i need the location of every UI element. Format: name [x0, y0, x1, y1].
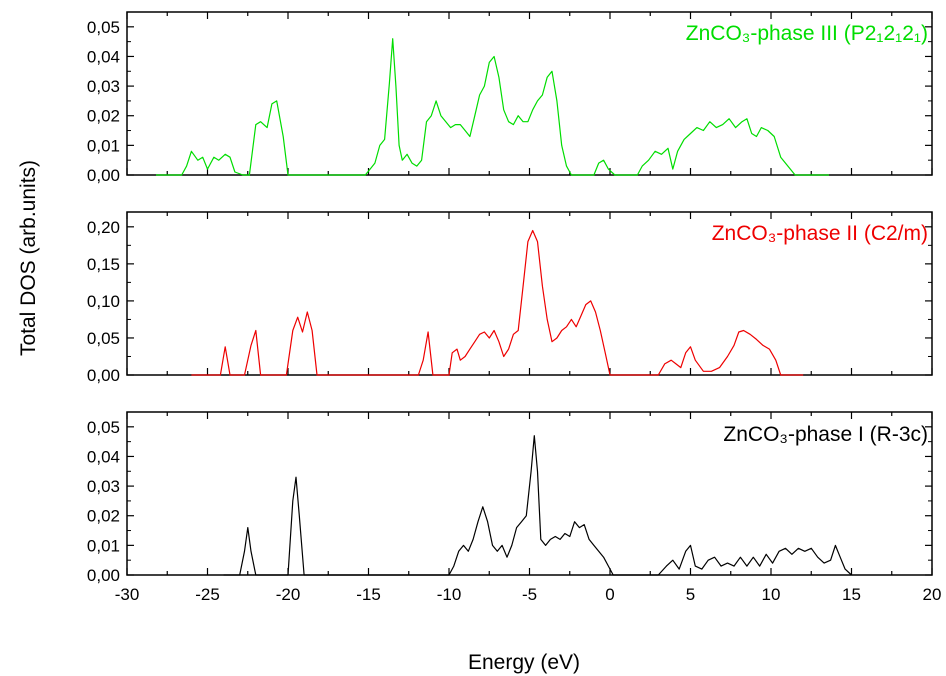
y-tick-label: 0,20 — [87, 218, 120, 237]
dos-series-line — [223, 435, 852, 576]
x-tick-label: 20 — [923, 585, 942, 604]
panel-phase-i: -30 -25 -20 -15 -10 -5 0 5 10 15 20 0,00 0,01 0,02 0,0… — [87, 411, 942, 604]
y-tick-label: 0,02 — [87, 107, 120, 126]
x-axis-title: Energy (eV) — [468, 651, 580, 674]
y-tick-label: 0,15 — [87, 255, 120, 274]
y-tick-label: 0,02 — [87, 507, 120, 526]
panel-phase-ii: 0,00 0,05 0,10 0,15 0,20 ZnCO₃-phase II (C2/m… — [87, 211, 933, 385]
y-tick-label: 0,04 — [87, 447, 120, 466]
y-tick-label: 0,01 — [87, 536, 120, 555]
x-tick-label: -15 — [356, 585, 381, 604]
panel-title: ZnCO₃-phase III (P2₁2₁2₁) — [686, 22, 928, 45]
y-tick-label: 0,03 — [87, 77, 120, 96]
y-tick-label: 0,01 — [87, 136, 120, 155]
panel-title: ZnCO₃-phase I (R-3c) — [723, 423, 928, 446]
y-tick-label: 0,05 — [87, 329, 120, 348]
dos-series-line — [191, 229, 804, 376]
x-tick-label: -20 — [276, 585, 301, 604]
x-tick-label: -10 — [437, 585, 462, 604]
y-tick-label: 0,00 — [87, 366, 120, 385]
x-tick-label: -30 — [115, 585, 140, 604]
y-tick-label: 0,04 — [87, 47, 120, 66]
x-tick-label: -5 — [522, 585, 537, 604]
x-tick-label: 5 — [686, 585, 695, 604]
y-axis-title: Total DOS (arb.units) — [17, 160, 40, 356]
y-tick-label: 0,05 — [87, 18, 120, 37]
y-tick-label: 0,05 — [87, 418, 120, 437]
y-tick-label: 0,00 — [87, 166, 120, 185]
x-tick-label: 10 — [762, 585, 781, 604]
y-tick-label: 0,03 — [87, 477, 120, 496]
y-tick-label: 0,00 — [87, 566, 120, 585]
y-tick-label: 0,10 — [87, 292, 120, 311]
x-tick-label: -25 — [195, 585, 220, 604]
panel-title: ZnCO₃-phase II (C2/m) — [712, 222, 928, 245]
dos-series-line — [156, 38, 829, 176]
x-tick-label: 15 — [842, 585, 861, 604]
x-tick-label: 0 — [605, 585, 614, 604]
panel-phase-iii: 0,00 0,01 0,02 0,03 0,04 0,05 ZnCO₃-phase III … — [87, 11, 933, 185]
